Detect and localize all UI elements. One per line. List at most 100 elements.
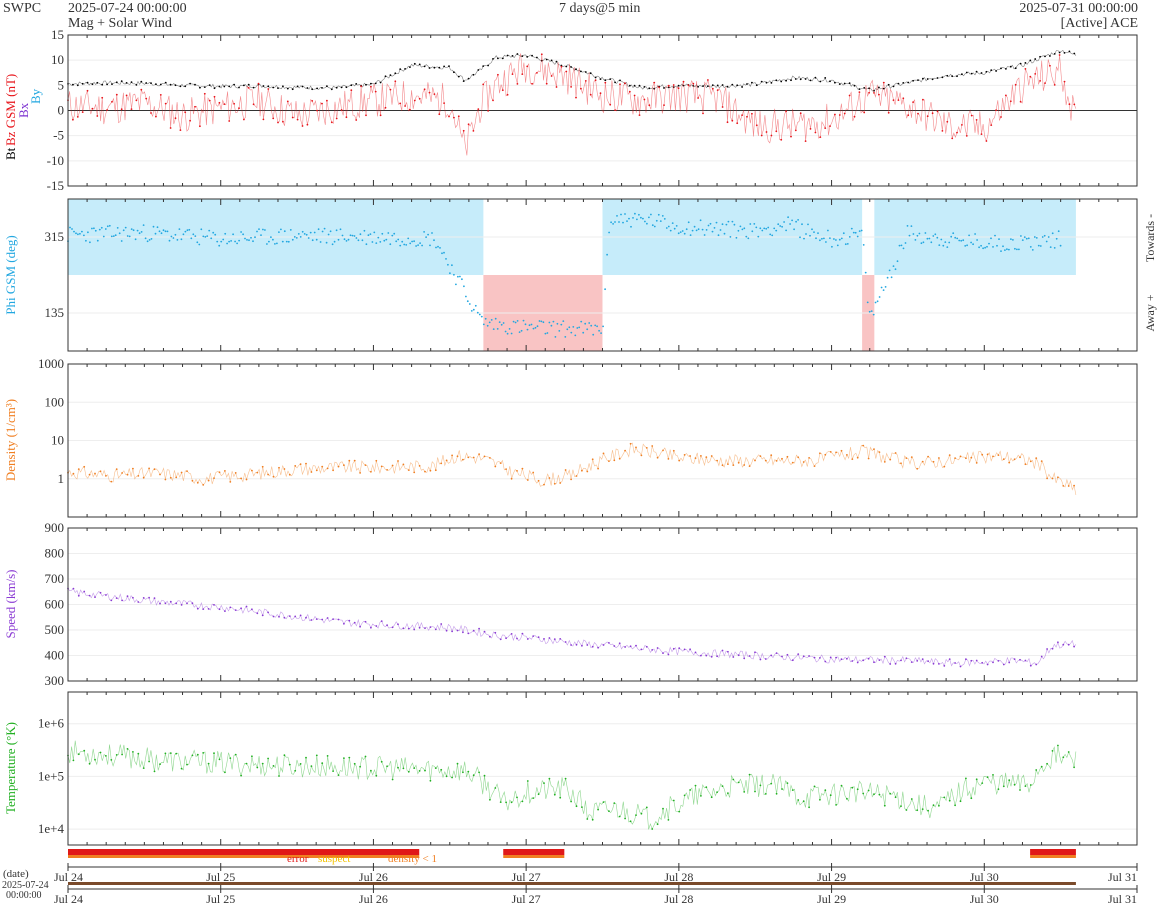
phi-point (536, 325, 539, 328)
phi-point (293, 236, 296, 238)
time-span: 7 days@5 min (559, 1, 641, 16)
temperature-ytick-label: 1e+5 (38, 768, 64, 783)
phi-point (130, 228, 133, 231)
phi-point (687, 221, 690, 224)
phi-point (731, 220, 734, 223)
phi-point (570, 331, 573, 334)
phi-point (289, 229, 292, 231)
phi-point (916, 234, 919, 237)
phi-point (733, 223, 736, 226)
phi-point (568, 326, 571, 329)
phi-point (110, 235, 113, 238)
phi-point (771, 234, 774, 237)
time-label-bottom: Jul 28 (664, 892, 693, 905)
phi-point (902, 247, 905, 250)
bz-axis-label: Bz GSM (nT) (3, 74, 18, 146)
phi-point (781, 225, 783, 228)
phi-point (1010, 238, 1012, 241)
phi-point (886, 276, 889, 279)
phi-point (797, 219, 799, 221)
phi-point (667, 225, 670, 228)
phi-point (689, 234, 692, 237)
phi-point (1035, 237, 1038, 239)
phi-point (162, 229, 165, 232)
phi-point (858, 230, 861, 233)
phi-point (665, 227, 668, 229)
phi-point (108, 224, 111, 227)
phi-point (803, 237, 805, 240)
phi-point (198, 243, 201, 246)
phi-point (266, 243, 268, 245)
density-ytick-label: 1 (58, 471, 65, 486)
phi-point (423, 231, 425, 233)
phi-point (546, 332, 549, 334)
phi-point (560, 323, 563, 326)
phi-point (586, 328, 589, 331)
phi-point (174, 233, 177, 236)
phi-point (87, 231, 89, 234)
phi-point (393, 232, 396, 235)
phi-point (230, 240, 233, 242)
phi-point (295, 237, 298, 239)
mag-ytick-label: -5 (53, 128, 64, 143)
phi-point (928, 237, 931, 240)
phi-point (132, 229, 135, 232)
phi-point (592, 333, 595, 336)
phi-point (968, 234, 970, 237)
phi-point (950, 235, 953, 238)
start-time: 2025-07-24 00:00:00 (68, 1, 187, 16)
phi-point (942, 244, 945, 247)
phi-point (852, 231, 855, 234)
phi-point (697, 228, 700, 231)
phi-point (880, 286, 883, 289)
phi-point (106, 225, 109, 228)
speed-ytick-label: 300 (45, 673, 65, 688)
phi-point (779, 225, 782, 227)
phi-point (878, 296, 881, 298)
phi-point (767, 226, 770, 229)
phi-point (836, 244, 839, 247)
phi-point (421, 244, 423, 247)
phi-point (673, 227, 676, 230)
phi-point (429, 244, 431, 247)
phi-point (190, 237, 193, 240)
phi-point (646, 222, 648, 225)
phi-point (307, 237, 310, 239)
phi-point (327, 233, 330, 236)
phi-point (596, 325, 598, 328)
phi-point (1049, 246, 1052, 249)
density-series (67, 442, 1077, 496)
phi-point (558, 330, 561, 332)
phi-point (492, 328, 495, 330)
phi-point (552, 320, 555, 323)
phi-point (345, 240, 348, 242)
phi-point (270, 236, 272, 239)
phi-point (375, 242, 378, 245)
phi-point (218, 244, 221, 247)
phi-point (158, 230, 161, 233)
phi-point (482, 323, 485, 326)
phi-point (403, 243, 406, 246)
phi-point (258, 228, 260, 231)
phi-point (116, 227, 119, 229)
phi-point (757, 235, 760, 238)
flag-legend-1: suspect (318, 853, 350, 865)
phi-point (222, 238, 225, 241)
phi-point (148, 239, 151, 241)
phi-point (118, 232, 121, 235)
phi-point (232, 233, 235, 236)
phi-point (361, 239, 364, 242)
phi-point (301, 230, 304, 233)
phi-point (715, 221, 718, 224)
phi-point (504, 330, 507, 333)
phi-point (1059, 244, 1062, 247)
phi-point (445, 258, 447, 260)
phi-point (299, 236, 302, 238)
phi-point (594, 324, 597, 327)
phi-point (813, 231, 815, 234)
phi-point (98, 228, 101, 231)
bz-series (67, 53, 1077, 156)
phi-point (819, 239, 821, 242)
phi-point (411, 240, 413, 243)
